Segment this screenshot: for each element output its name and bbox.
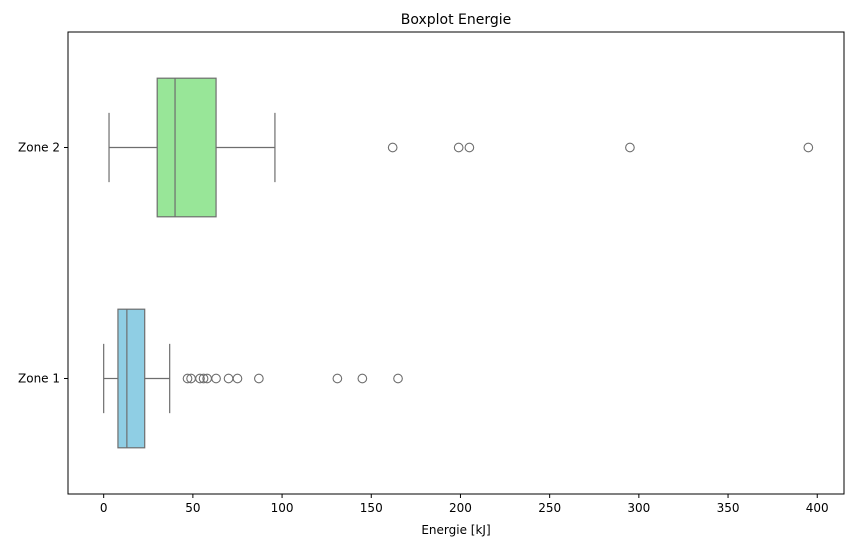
outlier-point [198, 373, 209, 384]
x-tick-label: 300 [627, 501, 650, 515]
x-tick-label: 350 [717, 501, 740, 515]
x-tick-label: 250 [538, 501, 561, 515]
box-group-zone-1 [103, 308, 403, 449]
outlier-point [625, 142, 635, 153]
outlier-point [803, 142, 814, 153]
plot-frame [67, 31, 845, 495]
x-tick-label: 50 [185, 501, 200, 515]
chart-title: Boxplot Energie [401, 12, 512, 28]
outlier-point [387, 142, 398, 153]
outlier-point [182, 373, 193, 384]
outlier-point [464, 142, 475, 153]
x-tick-label: 0 [100, 501, 108, 515]
y-axis: Zone 2 Zone 1 [18, 141, 68, 386]
x-axis: 0 50 100 150 200 250 300 350 400 [100, 494, 829, 515]
plot-area [103, 77, 814, 449]
outlier-point [357, 373, 368, 384]
x-tick-label: 400 [806, 501, 829, 515]
box-iqr [117, 308, 146, 449]
x-tick-label: 150 [360, 501, 383, 515]
y-tick-label: Zone 1 [18, 372, 60, 386]
box-iqr [156, 77, 217, 218]
y-tick-label: Zone 2 [18, 141, 60, 155]
outlier-point [254, 373, 264, 384]
x-tick-label: 200 [449, 501, 472, 515]
x-tick-label: 100 [271, 501, 294, 515]
outlier-point [453, 142, 464, 153]
x-axis-label: Energie [kJ] [421, 523, 490, 537]
outlier-point [211, 373, 221, 384]
outlier-point [195, 373, 205, 384]
box-group-zone-2 [108, 77, 814, 218]
outlier-point [232, 373, 243, 384]
outlier-point [393, 373, 403, 384]
outlier-point [332, 373, 343, 384]
outlier-point [223, 373, 234, 384]
